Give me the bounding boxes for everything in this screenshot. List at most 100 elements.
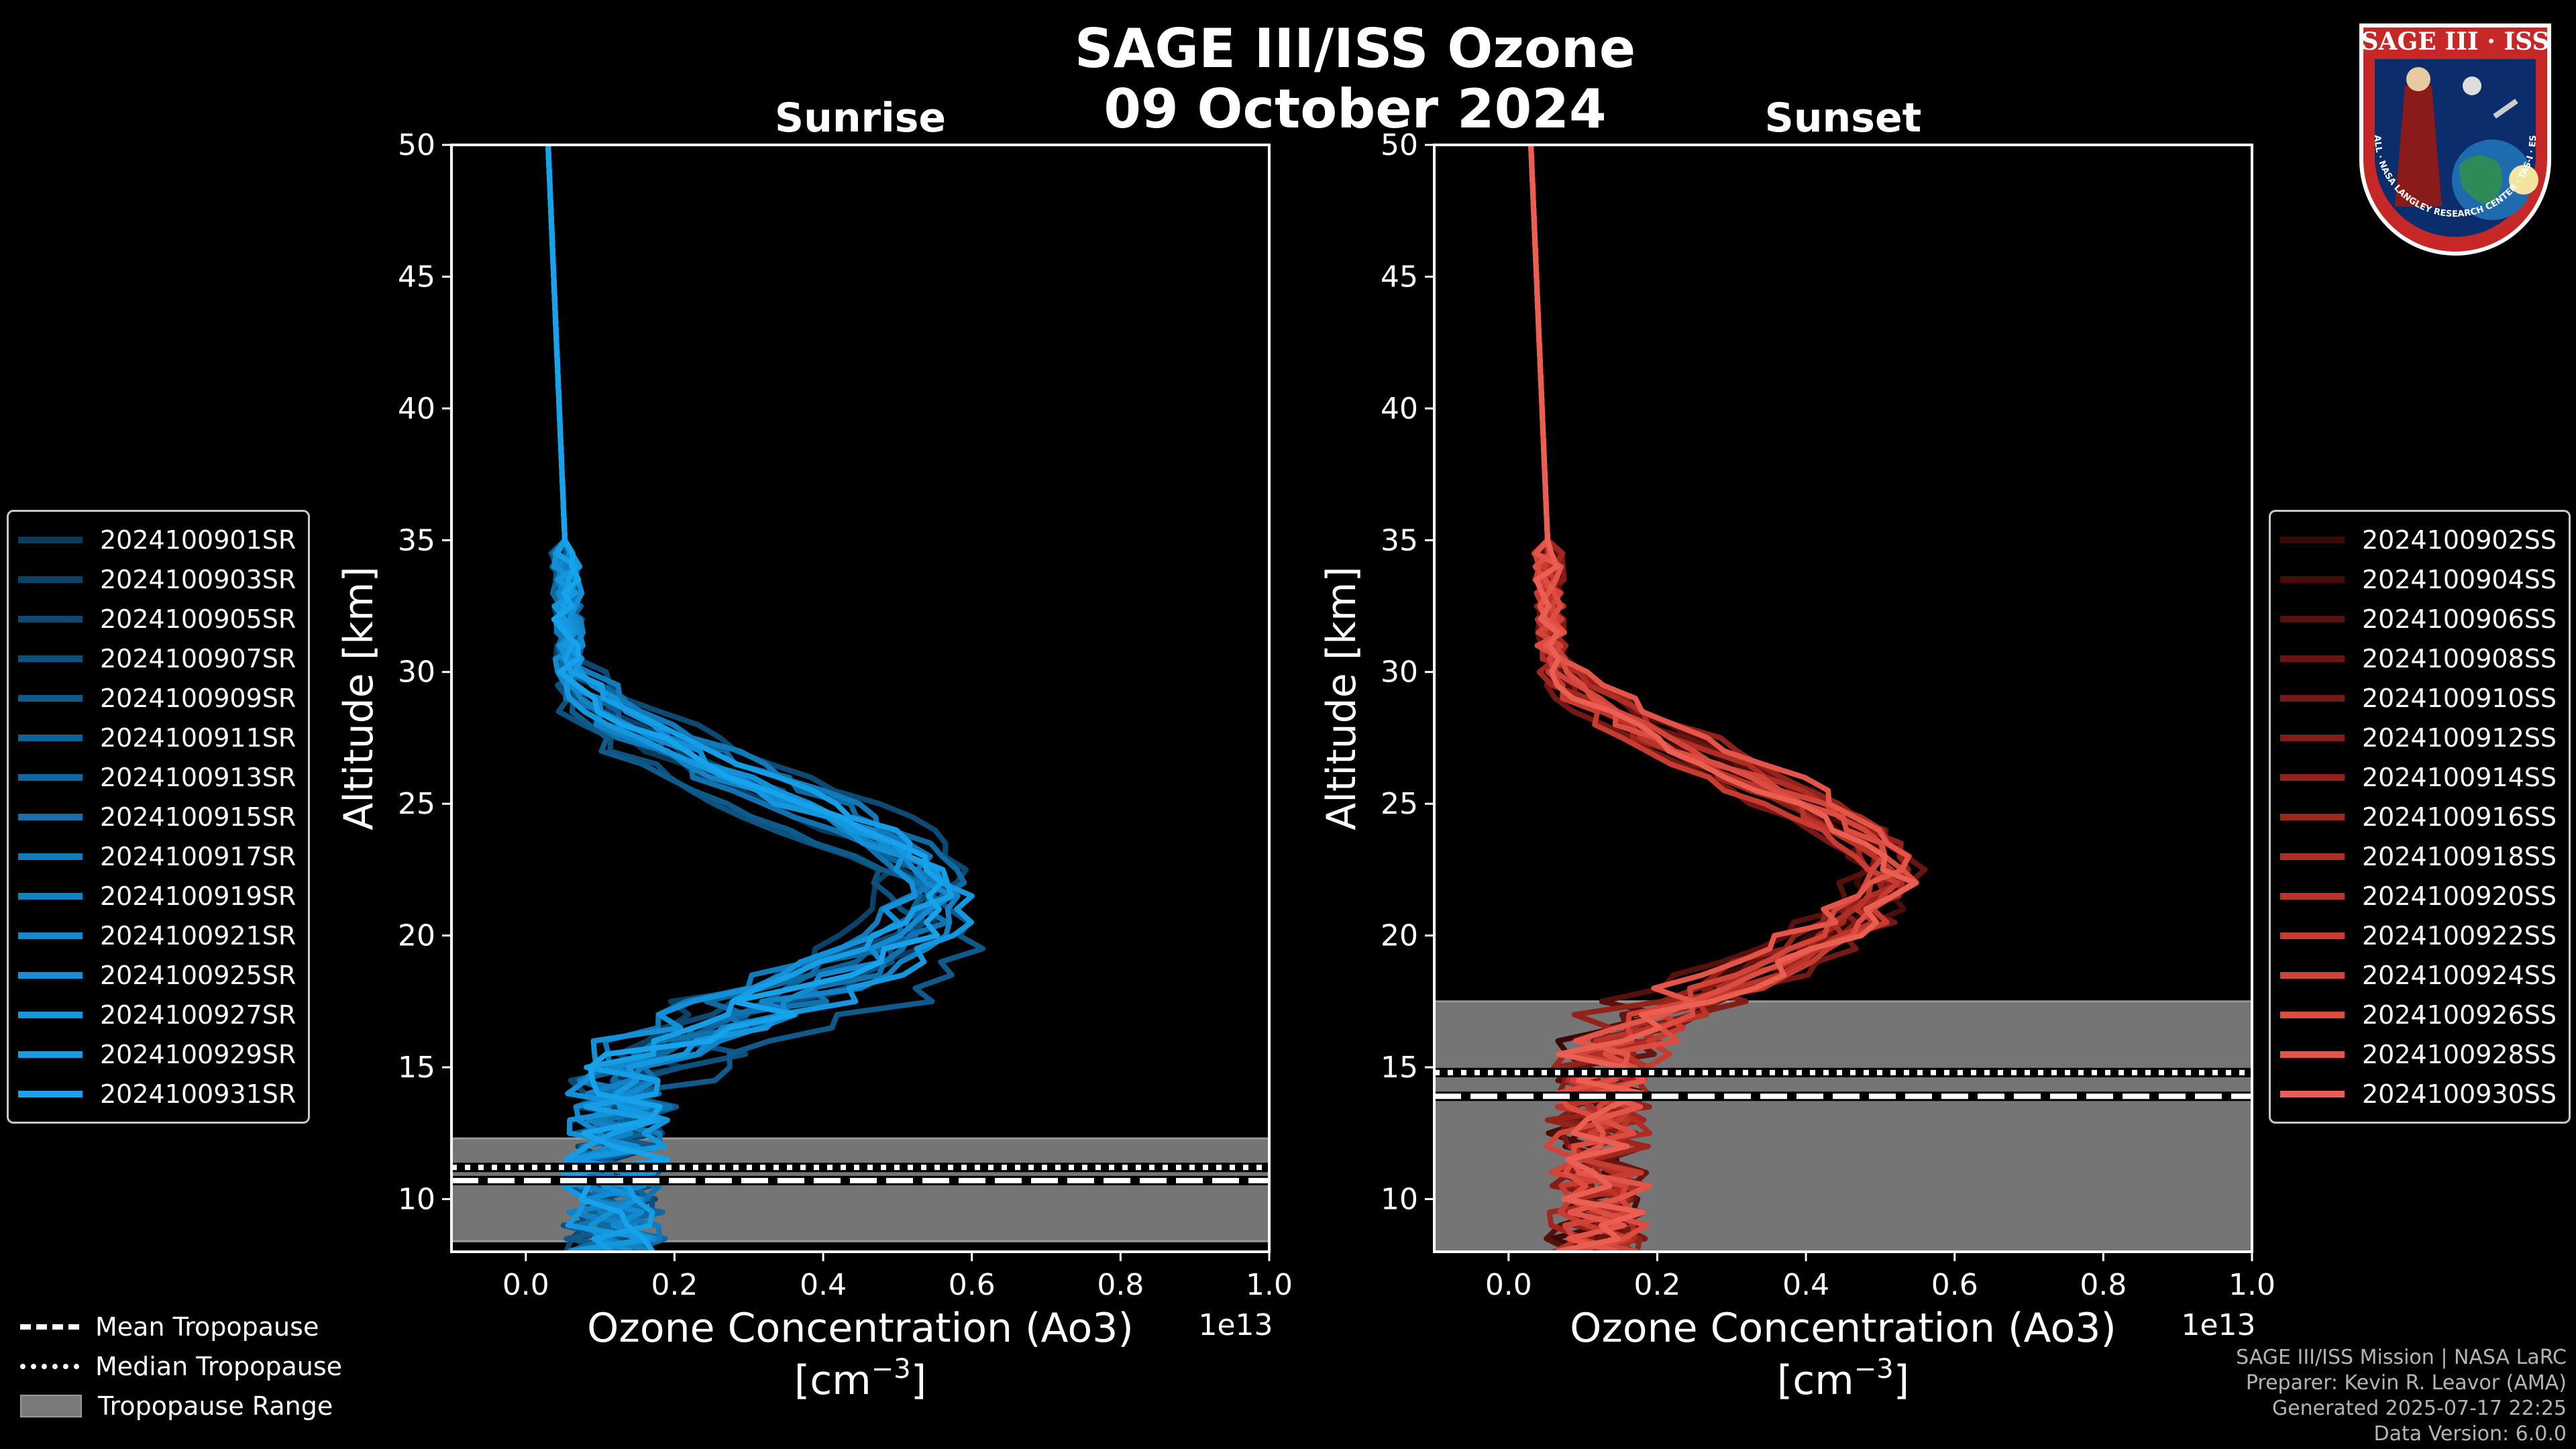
legend-label: 2024100925SR xyxy=(100,960,297,990)
legend-swatch xyxy=(2280,1051,2345,1058)
legend-item: 2024100909SR xyxy=(18,678,296,718)
x-tick-label: 0.4 xyxy=(1782,1268,1829,1302)
date-subtitle: 09 October 2024 xyxy=(1104,78,1607,140)
legend-label: Tropopause Range xyxy=(98,1391,333,1421)
mission-patch-logo: SAGE III · ISS BALL · NASA LANGLEY RESEA… xyxy=(2341,12,2551,256)
legend-swatch xyxy=(18,576,83,583)
panel-title: Sunset xyxy=(1765,95,1922,142)
x-tick-label: 0.2 xyxy=(1633,1268,1680,1302)
x-tick-label: 0.4 xyxy=(800,1268,847,1302)
legend-swatch xyxy=(18,853,83,860)
legend-label: 2024100906SS xyxy=(2362,604,2557,634)
legend-item: 2024100926SS xyxy=(2280,995,2557,1034)
y-tick-label: 20 xyxy=(1381,919,1418,953)
legend-label: 2024100913SR xyxy=(100,762,297,792)
legend-swatch xyxy=(2280,892,2345,900)
logo-title: SAGE III · ISS xyxy=(2361,28,2550,56)
x-tick-label: 0.8 xyxy=(1097,1268,1144,1302)
legend-item: 2024100914SS xyxy=(2280,757,2557,797)
legend-label: 2024100916SS xyxy=(2362,802,2557,832)
gray-box-icon xyxy=(20,1394,82,1417)
x-tick-label: 0.6 xyxy=(949,1268,996,1302)
plot-frame xyxy=(450,144,1271,1253)
legend-swatch xyxy=(2280,1011,2345,1018)
legend-item: 2024100906SS xyxy=(2280,599,2557,639)
y-tick-label: 10 xyxy=(398,1182,435,1216)
legend-item: 2024100916SS xyxy=(2280,797,2557,837)
legend-label: 2024100915SR xyxy=(100,802,297,832)
legend-label: 2024100912SS xyxy=(2362,722,2557,753)
y-tick-label: 40 xyxy=(1381,392,1418,426)
legend-label: 2024100903SR xyxy=(100,564,297,594)
x-axis-label: Ozone Concentration (Ao3) xyxy=(587,1305,1134,1352)
legend-item: 2024100918SS xyxy=(2280,837,2557,876)
y-tick-label: 40 xyxy=(398,392,435,426)
legend-item: 2024100910SS xyxy=(2280,678,2557,718)
legend-label: 2024100927SR xyxy=(100,1000,297,1030)
y-tick-label: 30 xyxy=(1381,655,1418,690)
legend-label: 2024100924SS xyxy=(2362,960,2557,990)
x-offset-label: 1e13 xyxy=(2181,1308,2255,1342)
legend-sunset: 2024100902SS 2024100904SS 2024100906SS 2024… xyxy=(2269,510,2571,1124)
legend-swatch xyxy=(2280,1090,2345,1097)
legend-swatch xyxy=(2280,576,2345,583)
dotted-line-icon xyxy=(20,1363,79,1369)
y-tick-label: 50 xyxy=(1381,128,1418,162)
y-tick-label: 35 xyxy=(1381,523,1418,557)
footer-line: SAGE III/ISS Mission | NASA LaRC xyxy=(2236,1346,2567,1369)
legend-item: 2024100929SR xyxy=(18,1034,296,1074)
plot-frame xyxy=(1433,144,2253,1253)
legend-label: 2024100904SS xyxy=(2362,564,2557,594)
main-title: SAGE III/ISS Ozone xyxy=(1074,17,1636,80)
x-tick-label: 1.0 xyxy=(1246,1268,1293,1302)
y-tick-label: 25 xyxy=(1381,787,1418,821)
legend-item: 2024100901SR xyxy=(18,520,296,559)
x-tick-label: 0.8 xyxy=(2080,1268,2127,1302)
panel-title: Sunrise xyxy=(775,95,946,142)
legend-label: 2024100901SR xyxy=(100,525,297,555)
legend-swatch xyxy=(18,734,83,741)
y-axis-label: Altitude [km] xyxy=(335,566,382,830)
legend-swatch xyxy=(2280,971,2345,979)
legend-median-tropopause: Median Tropopause xyxy=(20,1346,342,1386)
y-tick-label: 20 xyxy=(398,919,435,953)
legend-item: 2024100928SS xyxy=(2280,1034,2557,1074)
x-axis-unit: [cm−3] xyxy=(794,1354,926,1404)
x-tick-label: 1.0 xyxy=(2229,1268,2275,1302)
legend-item: 2024100907SR xyxy=(18,639,296,678)
legend-label: 2024100931SR xyxy=(100,1079,297,1109)
legend-item: 2024100930SS xyxy=(2280,1074,2557,1114)
legend-label: 2024100917SR xyxy=(100,841,297,871)
legend-label: Mean Tropopause xyxy=(95,1311,319,1342)
y-tick-label: 50 xyxy=(398,128,435,162)
legend-item: 2024100904SS xyxy=(2280,559,2557,599)
legend-item: 2024100931SR xyxy=(18,1074,296,1114)
legend-label: 2024100910SS xyxy=(2362,683,2557,713)
legend-swatch xyxy=(2280,813,2345,820)
legend-item: 2024100927SR xyxy=(18,995,296,1034)
legend-item: 2024100908SS xyxy=(2280,639,2557,678)
y-tick-label: 30 xyxy=(398,655,435,690)
x-axis-label: Ozone Concentration (Ao3) xyxy=(1570,1305,2116,1352)
legend-label: 2024100905SR xyxy=(100,604,297,634)
legend-item: 2024100912SS xyxy=(2280,718,2557,757)
x-tick-label: 0.6 xyxy=(1931,1268,1978,1302)
y-tick-label: 10 xyxy=(1381,1182,1418,1216)
legend-label: 2024100902SS xyxy=(2362,525,2557,555)
legend-swatch xyxy=(18,1051,83,1058)
profile-line-2024100930SS xyxy=(1528,145,1918,1252)
legend-sunrise: 2024100901SR 2024100903SR 2024100905SR 2024… xyxy=(7,510,311,1124)
legend-swatch xyxy=(18,694,83,702)
legend-swatch xyxy=(18,1090,83,1097)
legend-item: 2024100902SS xyxy=(2280,520,2557,559)
legend-swatch xyxy=(18,892,83,900)
legend-label: 2024100922SS xyxy=(2362,920,2557,951)
x-axis-unit: [cm−3] xyxy=(1777,1354,1909,1404)
footer-line: Data Version: 6.0.0 xyxy=(2373,1422,2567,1446)
legend-swatch xyxy=(2280,655,2345,662)
legend-label: 2024100911SR xyxy=(100,722,297,753)
legend-item: 2024100917SR xyxy=(18,837,296,876)
legend-item: 2024100920SS xyxy=(2280,876,2557,916)
x-tick-label: 0.0 xyxy=(502,1268,549,1302)
